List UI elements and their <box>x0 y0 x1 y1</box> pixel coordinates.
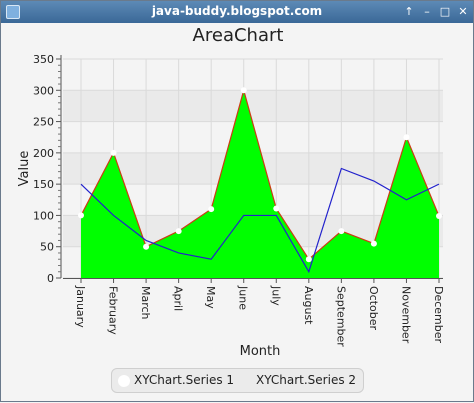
series-1-point <box>110 149 117 156</box>
y-tick-label: 50 <box>40 241 54 254</box>
series-1-point <box>338 228 345 235</box>
grid-band <box>63 90 443 122</box>
legend-series-1-label: XYChart.Series 1 <box>134 373 235 387</box>
chart-title: AreaChart <box>192 25 284 46</box>
series-1-point <box>240 87 247 94</box>
y-tick-label: 250 <box>33 116 54 129</box>
series-1-point <box>143 243 150 250</box>
x-tick-label: June <box>237 285 250 310</box>
minimize-icon[interactable]: – <box>424 5 430 18</box>
x-tick-label: March <box>139 286 152 320</box>
x-tick-label: December <box>432 286 445 344</box>
x-tick-label: July <box>269 285 282 306</box>
window-title: java-buddy.blogspot.com <box>151 4 323 18</box>
y-tick-label: 0 <box>47 272 54 285</box>
x-tick-label: February <box>107 286 120 335</box>
y-axis-label: Value <box>17 151 32 187</box>
maximize-icon[interactable]: □ <box>439 5 451 18</box>
up-arrow-icon[interactable]: ↑ <box>404 5 414 18</box>
y-tick-label: 150 <box>33 178 54 191</box>
series-1-point <box>78 212 84 219</box>
series-1-line <box>80 88 440 261</box>
y-tick-label: 200 <box>33 147 54 160</box>
legend-series-1-symbol <box>118 375 130 387</box>
series-1-point <box>436 213 442 220</box>
y-tick-label: 300 <box>33 84 54 97</box>
app-icon <box>6 5 20 19</box>
series-1-point <box>403 134 410 141</box>
x-tick-label: August <box>302 286 315 325</box>
close-icon[interactable]: ✕ <box>458 5 468 18</box>
x-tick-label: January <box>74 285 87 328</box>
x-tick-label: September <box>334 286 347 347</box>
y-tick-label: 100 <box>33 209 54 222</box>
chart-legend: XYChart.Series 1 XYChart.Series 2 <box>111 368 364 393</box>
x-tick-label: November <box>399 286 412 344</box>
x-tick-label: April <box>172 286 185 311</box>
series-1-area <box>81 90 439 279</box>
series-1-point <box>273 205 280 212</box>
series-2-line <box>80 167 440 274</box>
series-1-point <box>305 256 312 263</box>
legend-series-2-label: XYChart.Series 2 <box>256 373 357 387</box>
series-1-point <box>370 240 377 247</box>
series-1-point <box>208 206 215 213</box>
x-tick-label: October <box>367 286 380 330</box>
x-tick-label: May <box>204 286 217 309</box>
series-1-point <box>175 228 182 235</box>
x-axis-label: Month <box>240 344 281 359</box>
y-tick-label: 350 <box>33 53 54 66</box>
title-bar[interactable]: java-buddy.blogspot.com ↑ – □ ✕ <box>1 1 473 23</box>
